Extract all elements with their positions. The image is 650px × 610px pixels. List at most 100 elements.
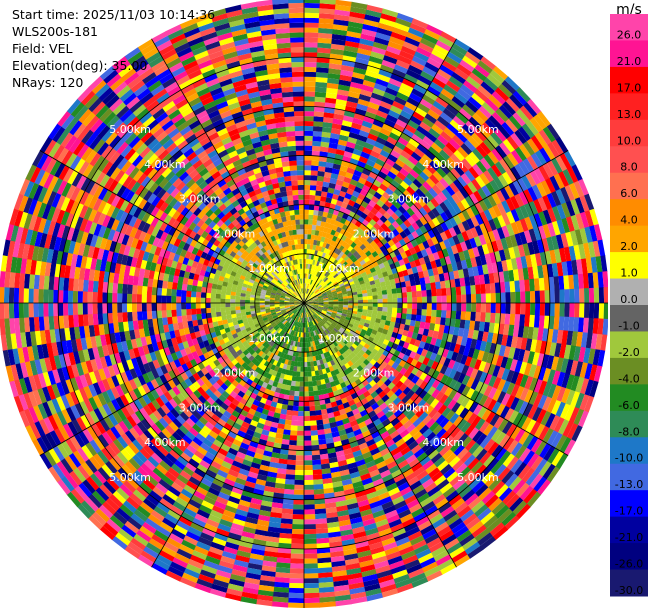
velocity-gate: [399, 50, 415, 61]
velocity-gate: [494, 504, 510, 520]
velocity-gate: [408, 195, 418, 205]
velocity-gate: [468, 442, 480, 455]
velocity-gate: [437, 266, 444, 275]
velocity-gate: [562, 169, 574, 186]
velocity-gate: [399, 403, 409, 413]
velocity-gate: [361, 337, 368, 344]
velocity-gate: [533, 213, 543, 228]
velocity-gate: [551, 139, 565, 156]
velocity-gate: [349, 254, 356, 261]
velocity-gate: [312, 320, 317, 325]
velocity-gate: [425, 570, 443, 582]
velocity-gate: [589, 225, 598, 243]
velocity-gate: [360, 125, 372, 134]
velocity-gate: [342, 293, 348, 297]
velocity-gate: [296, 430, 304, 436]
velocity-gate: [400, 281, 407, 288]
velocity-gate: [382, 298, 388, 304]
velocity-gate: [321, 319, 326, 324]
velocity-gate: [315, 81, 328, 88]
velocity-gate: [310, 341, 314, 347]
velocity-gate: [542, 264, 549, 279]
velocity-gate: [309, 284, 312, 290]
velocity-gate: [501, 368, 510, 381]
velocity-gate: [303, 597, 320, 604]
velocity-gate: [387, 239, 395, 247]
velocity-gate: [321, 383, 327, 390]
velocity-gate: [514, 280, 521, 293]
velocity-gate: [341, 358, 348, 365]
velocity-gate: [336, 313, 342, 318]
velocity-gate: [448, 389, 458, 400]
velocity-gate: [415, 161, 427, 172]
velocity-gate: [419, 524, 435, 536]
velocity-gate: [314, 318, 319, 324]
velocity-gate: [384, 410, 394, 419]
velocity-gate: [507, 152, 519, 167]
velocity-gate: [506, 135, 520, 151]
velocity-gate: [307, 366, 312, 372]
velocity-gate: [440, 506, 455, 518]
velocity-gate: [320, 274, 325, 280]
velocity-gate: [318, 581, 334, 588]
velocity-gate: [365, 376, 374, 384]
velocity-gate: [340, 334, 347, 340]
velocity-gate: [286, 464, 296, 470]
velocity-gate: [525, 419, 537, 434]
velocity-gate: [389, 523, 404, 533]
velocity-gate: [372, 303, 378, 307]
velocity-gate: [383, 55, 398, 65]
velocity-gate: [335, 356, 342, 363]
velocity-gate: [584, 379, 594, 397]
velocity-gate: [374, 322, 380, 328]
velocity-gate: [418, 257, 426, 266]
velocity-gate: [457, 222, 466, 234]
velocity-gate: [498, 104, 513, 120]
velocity-gate: [426, 238, 435, 248]
velocity-gate: [327, 412, 335, 419]
velocity-gate: [324, 502, 337, 509]
velocity-gate: [555, 136, 569, 154]
velocity-gate: [312, 131, 323, 137]
velocity-gate: [290, 385, 296, 392]
velocity-gate: [403, 522, 418, 533]
velocity-gate: [510, 195, 520, 210]
velocity-gate: [449, 254, 457, 264]
velocity-gate: [382, 435, 393, 444]
velocity-gate: [481, 122, 495, 136]
velocity-gate: [300, 371, 304, 377]
velocity-gate: [302, 332, 304, 338]
velocity-gate: [314, 330, 318, 336]
velocity-gate: [365, 532, 380, 541]
velocity-gate: [451, 303, 457, 312]
velocity-gate: [475, 448, 488, 462]
velocity-gate: [563, 344, 572, 360]
velocity-gate: [422, 181, 433, 192]
velocity-gate: [389, 36, 405, 46]
velocity-gate: [413, 272, 420, 280]
velocity-gate: [397, 509, 412, 519]
velocity-gate: [376, 218, 385, 227]
velocity-gate: [373, 376, 381, 384]
velocity-gate: [535, 252, 543, 267]
velocity-gate: [314, 195, 322, 201]
velocity-gate: [537, 225, 547, 240]
velocity-gate: [335, 324, 342, 330]
velocity-gate: [385, 316, 392, 322]
velocity-gate: [406, 173, 417, 183]
velocity-gate: [514, 163, 526, 178]
velocity-gate: [311, 351, 316, 357]
velocity-gate: [516, 87, 532, 103]
velocity-gate: [376, 187, 386, 196]
velocity-gate: [419, 380, 428, 390]
velocity-gate: [307, 229, 312, 235]
velocity-gate: [502, 453, 515, 468]
velocity-gate: [486, 135, 500, 149]
velocity-gate: [389, 393, 398, 402]
velocity-gate: [330, 270, 336, 276]
velocity-gate: [344, 192, 353, 200]
velocity-gate: [400, 251, 408, 260]
velocity-gate: [316, 339, 320, 346]
velocity-gate: [551, 400, 562, 416]
velocity-gate: [324, 102, 336, 109]
